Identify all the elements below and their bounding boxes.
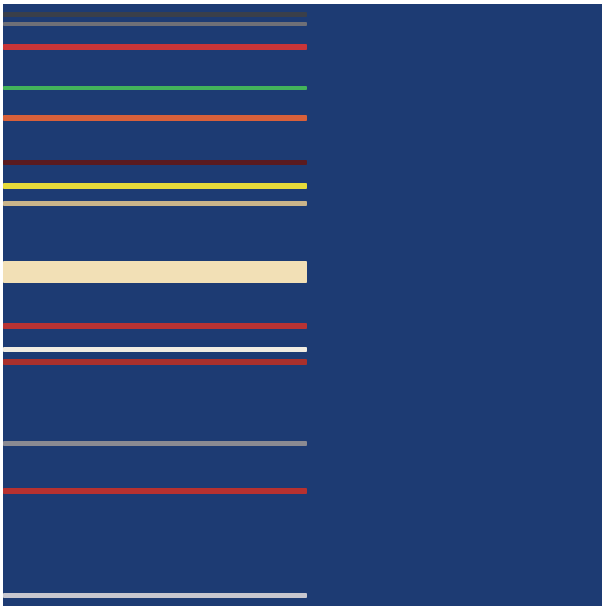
stripe-green bbox=[3, 86, 307, 90]
stripe-gray-2 bbox=[3, 441, 307, 446]
stripe-orange bbox=[3, 115, 307, 121]
stripe-charcoal bbox=[3, 12, 307, 17]
stripe-red-3 bbox=[3, 488, 307, 494]
stripe-red-2 bbox=[3, 323, 307, 329]
stripe-maroon bbox=[3, 160, 307, 165]
stripe-painting bbox=[3, 4, 602, 606]
stripe-cream-wide bbox=[3, 261, 307, 283]
stripe-tan bbox=[3, 201, 307, 206]
stripe-white bbox=[3, 347, 307, 352]
stripe-yellow bbox=[3, 183, 307, 189]
stripe-silver bbox=[3, 593, 307, 598]
stripe-gray bbox=[3, 22, 307, 26]
stripe-brick bbox=[3, 359, 307, 365]
stripe-red bbox=[3, 44, 307, 50]
